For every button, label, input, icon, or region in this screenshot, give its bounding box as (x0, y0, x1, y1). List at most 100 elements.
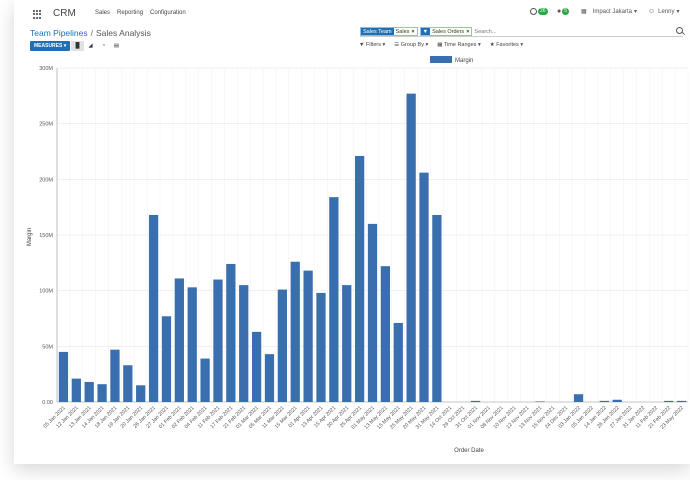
bar[interactable] (136, 385, 146, 402)
time-ranges-label: Time Ranges (443, 42, 477, 48)
bar[interactable] (174, 278, 184, 402)
filters-menu[interactable]: ▼ Filters ▾ (359, 42, 386, 48)
search-options: ▼ Filters ▾ ☰ Group By ▾ ▦ Time Ranges ▾… (359, 42, 523, 48)
y-tick-label: 0.00 (42, 400, 53, 406)
favorites-label: Favorites (496, 42, 519, 48)
bar[interactable] (354, 155, 365, 402)
bar[interactable] (664, 400, 674, 402)
y-tick-label: 250M (39, 122, 53, 128)
menu-item-reporting[interactable]: Reporting (117, 10, 144, 16)
pie-chart-icon[interactable]: ◔ (101, 43, 106, 49)
bar[interactable] (470, 400, 481, 402)
breadcrumb-parent[interactable]: Team Pipelines (30, 28, 88, 38)
bar[interactable] (380, 266, 391, 402)
y-axis-label: Margin (27, 228, 33, 246)
bar[interactable] (213, 279, 223, 402)
y-axis-ticks: 0.00 50M 100M 150M 200M 250M 300M (39, 66, 53, 406)
bar[interactable] (251, 331, 262, 402)
search-icon[interactable] (676, 27, 683, 34)
menu-item-sales[interactable]: Sales (95, 10, 111, 16)
bar[interactable] (58, 351, 69, 402)
breadcrumb-separator: / (90, 28, 94, 38)
bar[interactable] (187, 287, 197, 402)
bar[interactable] (367, 223, 378, 402)
legend-swatch[interactable] (430, 56, 452, 63)
legend-label: Margin (455, 58, 473, 64)
chevron-down-icon: ▾ (634, 9, 638, 15)
line-chart-icon[interactable]: ◢ (88, 43, 93, 49)
messages-indicator[interactable]: ● 5 (557, 8, 570, 15)
menu-item-configuration[interactable]: Configuration (150, 10, 186, 16)
avatar: ☺ (648, 8, 656, 15)
bar[interactable] (432, 214, 442, 402)
bar[interactable] (535, 401, 545, 402)
y-tick-label: 150M (39, 233, 53, 239)
bar-chart-icon[interactable]: ▐▌ (71, 41, 84, 51)
bar[interactable] (71, 378, 81, 402)
chart-legend: Margin (430, 56, 473, 64)
favorites-menu[interactable]: ★ Favorites ▾ (489, 42, 524, 48)
messages-badge: 5 (562, 8, 570, 15)
activity-indicator[interactable]: 26 (530, 8, 548, 15)
chart-type-switcher: ▐▌ ◢ ◔ ▤ (71, 41, 123, 51)
breadcrumb: Team Pipelines / Sales Analysis (30, 28, 151, 38)
building-icon: ▦ (581, 9, 587, 15)
bar[interactable] (84, 381, 94, 402)
app-window: CRM Sales Reporting Configuration 26 ● 5… (14, 0, 690, 464)
group-by-menu[interactable]: ☰ Group By ▾ (394, 42, 429, 48)
facet-label: Sales Team (361, 28, 394, 35)
bar[interactable] (226, 263, 236, 402)
bar[interactable] (239, 285, 249, 402)
chat-icon: ● (557, 8, 562, 15)
bar[interactable] (676, 400, 687, 402)
bar[interactable] (393, 322, 403, 402)
time-ranges-menu[interactable]: ▦ Time Ranges ▾ (437, 42, 481, 48)
main-menu: Sales Reporting Configuration (95, 10, 186, 16)
search-facet-filter: ▼ Sales Orders × (419, 27, 473, 36)
company-name: Impact Jakarta (592, 8, 633, 15)
search-facet-sales-team: Sales Team Sales × (360, 27, 418, 36)
bar[interactable] (200, 358, 210, 402)
breadcrumb-current: Sales Analysis (96, 28, 151, 38)
top-navbar: CRM Sales Reporting Configuration 26 ● 5… (14, 0, 690, 28)
bar[interactable] (97, 384, 107, 402)
bar[interactable] (148, 214, 159, 402)
search-bar: Sales Team Sales × ▼ Sales Orders × (360, 27, 683, 37)
measures-button[interactable]: MEASURES ▾ (30, 41, 71, 51)
y-tick-label: 300M (39, 66, 53, 72)
bar[interactable] (329, 197, 339, 402)
filters-label: Filters (365, 42, 381, 48)
download-icon[interactable]: ▤ (113, 43, 120, 49)
facet-value: Sales Orders (432, 28, 465, 35)
bar[interactable] (316, 292, 326, 402)
bar-chart: 0.00 50M 100M 150M 200M 250M 300M 05 Jan 20211… (27, 56, 689, 454)
user-name: Lenny (658, 8, 675, 15)
bar[interactable] (612, 399, 622, 402)
activity-badge: 26 (538, 8, 548, 15)
facet-value: Sales (395, 28, 410, 35)
app-name: CRM (53, 8, 76, 19)
bar[interactable] (123, 365, 133, 402)
search-input[interactable] (474, 28, 625, 35)
close-icon[interactable]: × (411, 28, 415, 35)
bar[interactable] (303, 270, 313, 402)
filter-icon: ▼ (420, 28, 431, 35)
user-menu[interactable]: ☺ Lenny ▾ (648, 8, 680, 15)
bar[interactable] (406, 93, 416, 403)
bar[interactable] (110, 349, 120, 402)
bar[interactable] (161, 316, 172, 402)
bar[interactable] (277, 289, 287, 402)
bar[interactable] (264, 354, 275, 402)
y-tick-label: 50M (42, 344, 53, 350)
bar[interactable] (599, 400, 609, 402)
close-icon[interactable]: × (466, 28, 470, 35)
y-tick-label: 200M (39, 177, 53, 183)
bar[interactable] (573, 394, 584, 402)
apps-menu-icon[interactable] (33, 10, 42, 19)
company-switcher[interactable]: ▦ Impact Jakarta ▾ (581, 8, 638, 16)
bar[interactable] (419, 172, 429, 402)
chevron-down-icon: ▾ (676, 9, 680, 15)
bar[interactable] (290, 261, 300, 402)
bar[interactable] (342, 285, 352, 402)
